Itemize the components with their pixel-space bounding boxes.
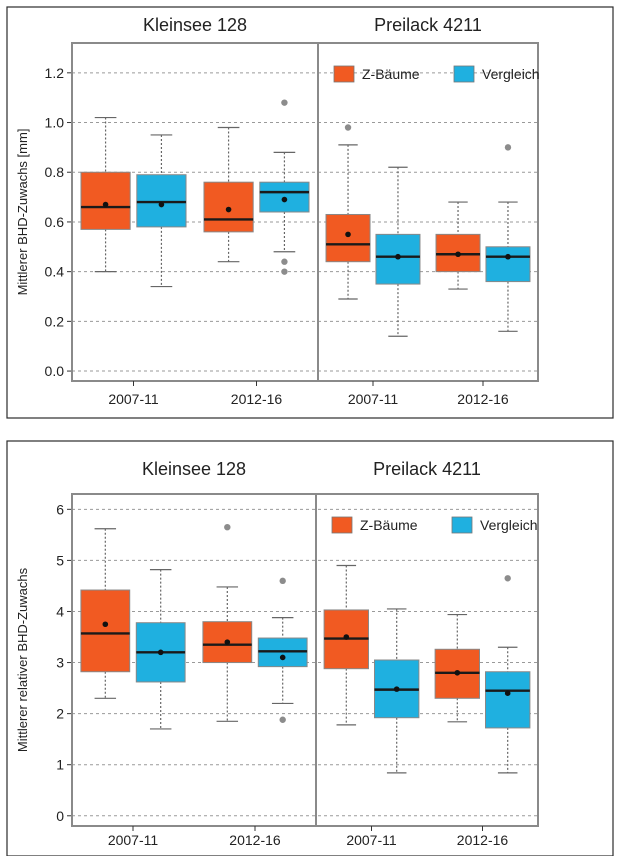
mean-point	[454, 669, 461, 676]
box-z_baeume	[80, 171, 131, 230]
y-tick-label: 0.0	[45, 363, 65, 379]
y-tick-label: 2	[56, 706, 64, 722]
legend-swatch-z-baeume	[333, 65, 355, 83]
box-vergleich	[484, 671, 531, 729]
y-axis-label: Mittlerer relativer BHD-Zuwachs	[15, 567, 30, 752]
y-tick-label: 0.4	[45, 264, 65, 280]
figure-frame	[6, 440, 614, 856]
box-vergleich	[485, 246, 531, 283]
y-tick-label: 4	[56, 603, 64, 619]
x-tick-label: 2012-16	[229, 832, 281, 848]
legend-label-z-baeume: Z-Bäume	[360, 517, 418, 533]
legend-label-vergleich: Vergleich	[482, 66, 540, 82]
facet-title: Kleinsee 128	[142, 459, 246, 479]
y-tick-label: 1	[56, 757, 64, 773]
outlier-point	[224, 524, 231, 531]
outlier-point	[281, 258, 288, 265]
y-tick-label: 1.2	[45, 65, 65, 81]
box-z_baeume	[80, 589, 131, 673]
y-tick-label: 5	[56, 552, 64, 568]
outlier-point	[504, 575, 511, 582]
plot-panel	[71, 42, 539, 382]
y-tick-label: 0.2	[45, 313, 65, 329]
facet-title: Kleinsee 128	[143, 15, 247, 35]
x-tick-label: 2012-16	[457, 391, 509, 407]
mean-point	[102, 201, 109, 208]
mean-point	[281, 196, 288, 203]
y-tick-label: 0	[56, 808, 64, 824]
mean-point	[224, 639, 231, 645]
mean-point	[102, 621, 109, 628]
mean-point	[343, 634, 350, 640]
x-tick-label: 2007-11	[108, 391, 159, 407]
mean-point	[157, 649, 164, 656]
mean-point	[158, 201, 165, 208]
mean-point	[395, 253, 401, 260]
mean-point	[505, 253, 511, 260]
outlier-point	[281, 268, 288, 275]
y-tick-label: 0.6	[45, 214, 65, 230]
facet-title: Preilack 4211	[374, 15, 482, 35]
box-vergleich	[136, 174, 187, 228]
y-tick-label: 1.0	[45, 115, 65, 131]
legend-label-z-baeume: Z-Bäume	[362, 66, 420, 82]
outlier-point	[281, 99, 288, 106]
x-tick-label: 2007-11	[108, 832, 159, 848]
y-axis-label: Mittlerer BHD-Zuwachs [mm]	[15, 129, 30, 296]
figure-frame	[6, 6, 614, 419]
legend-swatch-z-baeume	[331, 516, 353, 534]
box-vergleich	[259, 181, 310, 213]
outlier-point	[279, 716, 286, 723]
facet-title: Preilack 4211	[373, 459, 481, 479]
legend-swatch-vergleich	[453, 65, 475, 83]
x-tick-label: 2007-11	[346, 832, 397, 848]
mean-point	[345, 231, 351, 238]
y-tick-label: 6	[56, 501, 64, 517]
outlier-point	[344, 124, 352, 131]
mean-point	[393, 686, 400, 692]
mean-point	[225, 206, 232, 213]
box-z_baeume	[325, 213, 371, 263]
y-tick-label: 3	[56, 655, 64, 671]
outlier-point	[504, 144, 512, 151]
x-tick-label: 2007-11	[348, 391, 399, 407]
y-tick-label: 0.8	[45, 164, 65, 180]
mean-point	[279, 654, 286, 661]
mean-point	[504, 690, 511, 696]
legend-label-vergleich: Vergleich	[480, 517, 538, 533]
legend-swatch-vergleich	[451, 516, 473, 534]
x-tick-label: 2012-16	[231, 391, 283, 407]
x-tick-label: 2012-16	[457, 832, 509, 848]
mean-point	[455, 251, 461, 258]
plot-panel	[71, 493, 539, 827]
outlier-point	[279, 577, 286, 585]
